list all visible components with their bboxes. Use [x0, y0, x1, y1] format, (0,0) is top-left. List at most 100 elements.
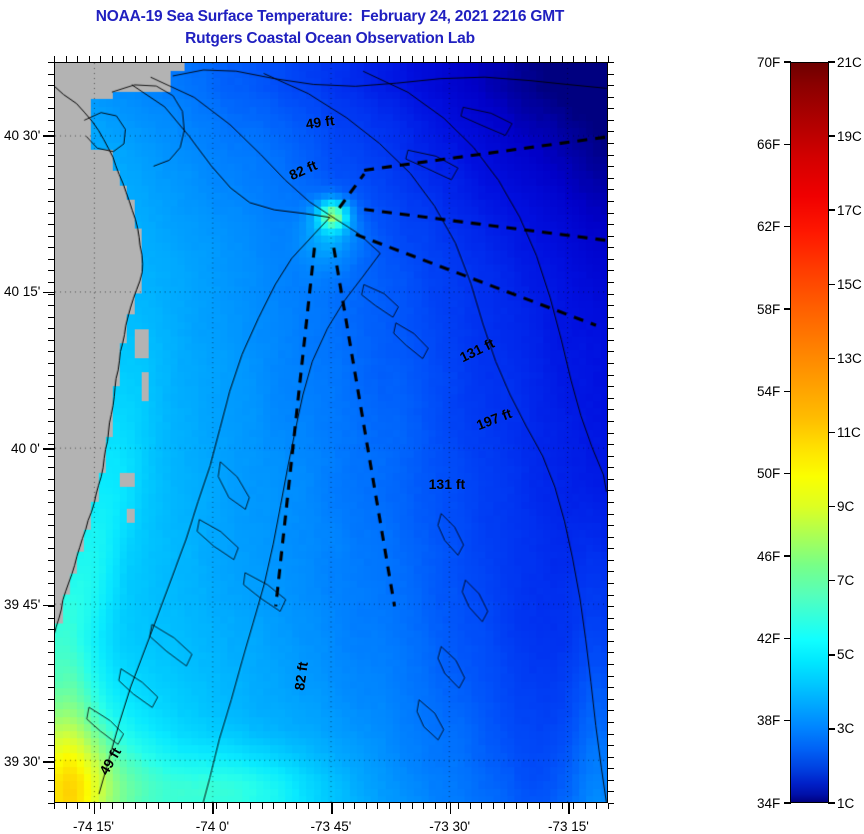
- x-axis-minor-tick-top: [227, 56, 229, 62]
- x-axis-minor-tick: [261, 803, 263, 809]
- y-axis-minor-tick-right: [608, 640, 614, 642]
- y-axis-minor-tick: [48, 108, 54, 110]
- x-axis-minor-tick-top: [446, 56, 448, 62]
- y-axis-minor-tick: [48, 293, 54, 295]
- x-axis-minor-tick-top: [307, 56, 309, 62]
- y-axis-minor-tick-right: [608, 224, 614, 226]
- x-axis-minor-tick: [88, 803, 90, 809]
- x-axis-tick-label: -73 15': [547, 819, 589, 834]
- colorbar-celsius-tick: [828, 802, 835, 804]
- y-axis-minor-tick-right: [608, 62, 614, 63]
- x-axis-minor-tick: [307, 803, 309, 809]
- y-axis-minor-tick: [48, 617, 54, 619]
- y-axis-minor-tick: [48, 339, 54, 341]
- x-axis-tick-label: -74 15': [73, 819, 114, 834]
- colorbar-celsius-tick: [828, 135, 835, 137]
- y-axis-minor-tick-right: [608, 270, 614, 272]
- colorbar-fahrenheit-tick: [784, 472, 791, 475]
- y-axis-tick-label: 40 0': [11, 440, 40, 456]
- y-axis-minor-tick-right: [608, 501, 614, 503]
- colorbar-celsius-label: 17C: [837, 202, 862, 218]
- x-axis-minor-tick: [527, 803, 529, 809]
- y-axis-minor-tick-right: [608, 409, 614, 411]
- y-axis-minor-tick: [48, 62, 54, 63]
- x-axis-minor-tick-top: [434, 56, 436, 62]
- colorbar-celsius-tick: [828, 283, 835, 286]
- colorbar-celsius-tick: [828, 431, 835, 434]
- colorbar-fahrenheit-tick: [784, 225, 791, 228]
- x-axis-minor-tick: [365, 803, 367, 809]
- x-axis-minor-tick: [54, 803, 55, 809]
- y-axis-minor-tick: [48, 455, 54, 457]
- colorbar-celsius-label: 13C: [837, 350, 862, 366]
- x-axis-minor-tick-top: [54, 56, 55, 62]
- x-axis-minor-tick: [400, 803, 402, 809]
- x-axis-minor-tick: [192, 803, 194, 809]
- x-axis-minor-tick: [457, 803, 459, 809]
- y-axis-minor-tick: [48, 374, 54, 376]
- x-axis-minor-tick: [123, 803, 125, 809]
- y-axis-minor-tick-right: [608, 177, 614, 179]
- y-axis-minor-tick-right: [608, 478, 614, 480]
- x-axis-minor-tick-top: [388, 56, 390, 62]
- y-axis-minor-tick: [48, 281, 54, 283]
- y-axis-minor-tick: [48, 328, 54, 330]
- y-axis-minor-tick: [48, 224, 54, 226]
- chart-title-block: NOAA-19 Sea Surface Temperature: Februar…: [0, 6, 660, 50]
- y-axis-minor-tick: [48, 571, 54, 573]
- y-axis-minor-tick-right: [608, 108, 614, 110]
- y-axis-minor-tick-right: [608, 583, 614, 585]
- x-axis-minor-tick: [469, 803, 471, 809]
- y-axis-minor-tick: [48, 594, 54, 596]
- x-axis-minor-tick: [250, 803, 252, 809]
- y-axis-minor-tick-right: [608, 212, 614, 214]
- x-axis-minor-tick-top: [469, 56, 471, 62]
- y-axis-minor-tick-right: [608, 73, 614, 75]
- y-axis-minor-tick: [48, 791, 54, 793]
- x-axis-minor-tick: [146, 803, 148, 809]
- x-axis-minor-tick-top: [573, 56, 575, 62]
- x-axis-minor-tick-top: [250, 56, 252, 62]
- x-axis-minor-tick: [238, 803, 240, 809]
- x-axis-minor-tick: [227, 803, 229, 809]
- y-axis-minor-tick: [48, 363, 54, 365]
- y-axis-minor-tick-right: [608, 351, 614, 353]
- y-axis-minor-tick-right: [608, 374, 614, 376]
- colorbar-celsius-label: 7C: [837, 573, 855, 589]
- y-axis-minor-tick-right: [608, 779, 614, 781]
- y-axis-minor-tick-right: [608, 721, 614, 723]
- y-axis-tick-label: 39 30': [4, 753, 41, 769]
- x-axis-minor-tick: [446, 803, 448, 809]
- y-axis-minor-tick: [48, 85, 54, 87]
- colorbar-fahrenheit-tick: [784, 719, 791, 722]
- x-axis-minor-tick-top: [261, 56, 263, 62]
- y-axis-minor-tick-right: [608, 154, 614, 156]
- y-axis-minor-tick-right: [608, 745, 614, 747]
- colorbar-fahrenheit-label: 54F: [757, 383, 781, 399]
- x-axis-tick-label: -73 45': [310, 819, 352, 834]
- y-axis-minor-tick-right: [608, 617, 614, 619]
- colorbar-fahrenheit-label: 38F: [757, 713, 781, 729]
- x-axis-minor-tick: [608, 803, 609, 809]
- y-axis-minor-tick-right: [608, 316, 614, 318]
- colorbar-celsius-tick: [828, 357, 835, 360]
- y-axis-minor-tick: [48, 710, 54, 712]
- y-axis-minor-tick: [48, 119, 54, 121]
- y-axis-minor-tick-right: [608, 258, 614, 260]
- x-axis-major-tick: [449, 803, 452, 814]
- colorbar-celsius-label: 21C: [837, 54, 862, 70]
- x-axis-minor-tick: [550, 803, 552, 809]
- y-axis-minor-tick: [48, 779, 54, 781]
- x-axis-minor-tick: [134, 803, 136, 809]
- y-axis-minor-tick-right: [608, 606, 614, 608]
- colorbar-fahrenheit-tick: [784, 390, 791, 393]
- y-axis-minor-tick: [48, 675, 54, 677]
- colorbar-fahrenheit-label: 34F: [757, 795, 781, 811]
- sst-map-plot: 49 ft 82 ft 131 ft 197 ft 131 ft 82 ft 49 ft: [54, 62, 608, 803]
- x-axis-minor-tick-top: [527, 56, 529, 62]
- y-axis-minor-tick-right: [608, 756, 614, 758]
- colorbar-fahrenheit-tick: [784, 61, 791, 63]
- colorbar-celsius-tick: [828, 728, 835, 730]
- colorbar-gradient: [791, 63, 828, 802]
- x-axis-minor-tick: [342, 803, 344, 809]
